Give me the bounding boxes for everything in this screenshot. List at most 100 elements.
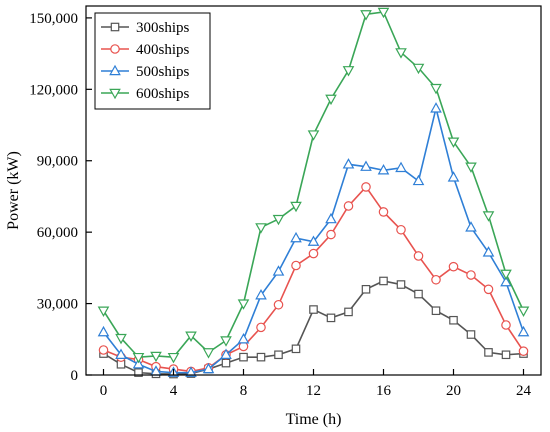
data-point [414, 289, 423, 299]
data-point [342, 66, 355, 77]
data-point [412, 63, 425, 75]
data-point [291, 260, 301, 271]
data-point [290, 201, 302, 213]
legend-label: 400ships [136, 42, 190, 58]
data-point [132, 352, 145, 364]
data-point [360, 10, 372, 21]
data-point [449, 315, 458, 325]
legend-item: 400ships [101, 42, 190, 58]
data-point [97, 306, 110, 317]
series-500ships [97, 102, 530, 377]
data-point [221, 358, 231, 368]
data-point [501, 320, 511, 330]
data-point [448, 261, 459, 272]
data-point [484, 348, 493, 357]
data-point [307, 235, 320, 246]
data-point [343, 201, 354, 211]
data-point [274, 350, 283, 360]
data-point [518, 346, 529, 356]
data-point [255, 289, 267, 300]
series-400ships [98, 182, 529, 377]
x-tick-label: 16 [376, 383, 392, 399]
data-point [482, 246, 495, 257]
data-point [396, 280, 406, 289]
data-point [377, 7, 390, 19]
data-point [413, 251, 424, 261]
data-point [256, 322, 266, 333]
data-point [308, 248, 319, 259]
data-point [466, 330, 476, 339]
data-point [378, 207, 389, 217]
data-point [465, 221, 477, 232]
ticks-layer: 0 4 8 12 16 20 24 0 30,000 60,000 90,000 120,000 150… [29, 11, 531, 399]
data-point [290, 231, 302, 243]
data-point [447, 137, 460, 148]
data-point [344, 307, 353, 317]
data-point [430, 102, 442, 113]
data-point [309, 305, 318, 314]
legend-swatch-marker [110, 22, 120, 32]
y-tick-label: 90,000 [37, 154, 78, 170]
data-point [220, 348, 232, 359]
x-tick-label: 12 [306, 383, 321, 399]
x-tick-label: 24 [516, 383, 532, 399]
y-axis-title: Power (kW) [5, 151, 22, 230]
data-point [273, 299, 284, 310]
data-point [360, 160, 372, 171]
data-point [517, 306, 530, 317]
data-point [115, 348, 127, 359]
legend-label: 500ships [136, 64, 190, 80]
data-point [501, 350, 511, 360]
data-point [482, 211, 495, 222]
y-tick-label: 0 [71, 368, 79, 384]
data-point [291, 344, 301, 354]
y-tick-label: 150,000 [29, 11, 78, 27]
data-point [326, 229, 336, 240]
data-point [272, 214, 285, 226]
data-point [272, 265, 285, 276]
data-point [430, 83, 442, 95]
series-300ships [99, 276, 528, 379]
legend-item: 300ships [101, 20, 190, 36]
legend: 300ships 400ships 500ships 600ships [94, 12, 211, 110]
data-point [431, 306, 441, 316]
legend-label: 600ships [136, 86, 190, 102]
data-point [239, 352, 248, 362]
x-tick-label: 4 [170, 383, 178, 399]
data-point [412, 174, 425, 186]
y-tick-label: 60,000 [37, 225, 78, 241]
data-point [185, 366, 197, 377]
legend-item: 500ships [101, 64, 190, 80]
data-point [395, 48, 407, 59]
data-point [361, 284, 371, 294]
data-point [326, 313, 336, 323]
data-point [465, 162, 477, 173]
data-point [202, 362, 215, 374]
data-point [395, 161, 407, 173]
data-point [256, 352, 266, 362]
data-point [517, 325, 530, 337]
data-point [115, 333, 127, 345]
data-point [237, 333, 250, 344]
data-point [255, 223, 267, 234]
data-point [325, 212, 337, 224]
legend-swatch-marker [109, 88, 121, 100]
data-point [97, 325, 110, 337]
y-tick-label: 120,000 [29, 82, 78, 98]
data-point [185, 331, 197, 342]
data-point [325, 94, 337, 106]
data-point [483, 284, 494, 295]
data-point [98, 345, 109, 355]
data-point [202, 348, 215, 359]
data-point [237, 299, 250, 310]
x-tick-label: 20 [446, 383, 461, 399]
data-point [307, 130, 320, 141]
data-point [500, 269, 512, 281]
data-point [447, 171, 460, 182]
data-point [220, 336, 232, 347]
x-axis-title: Time (h) [286, 411, 342, 428]
series-layer [97, 7, 530, 379]
series-600ships [97, 7, 530, 364]
x-tick-label: 8 [240, 383, 248, 399]
